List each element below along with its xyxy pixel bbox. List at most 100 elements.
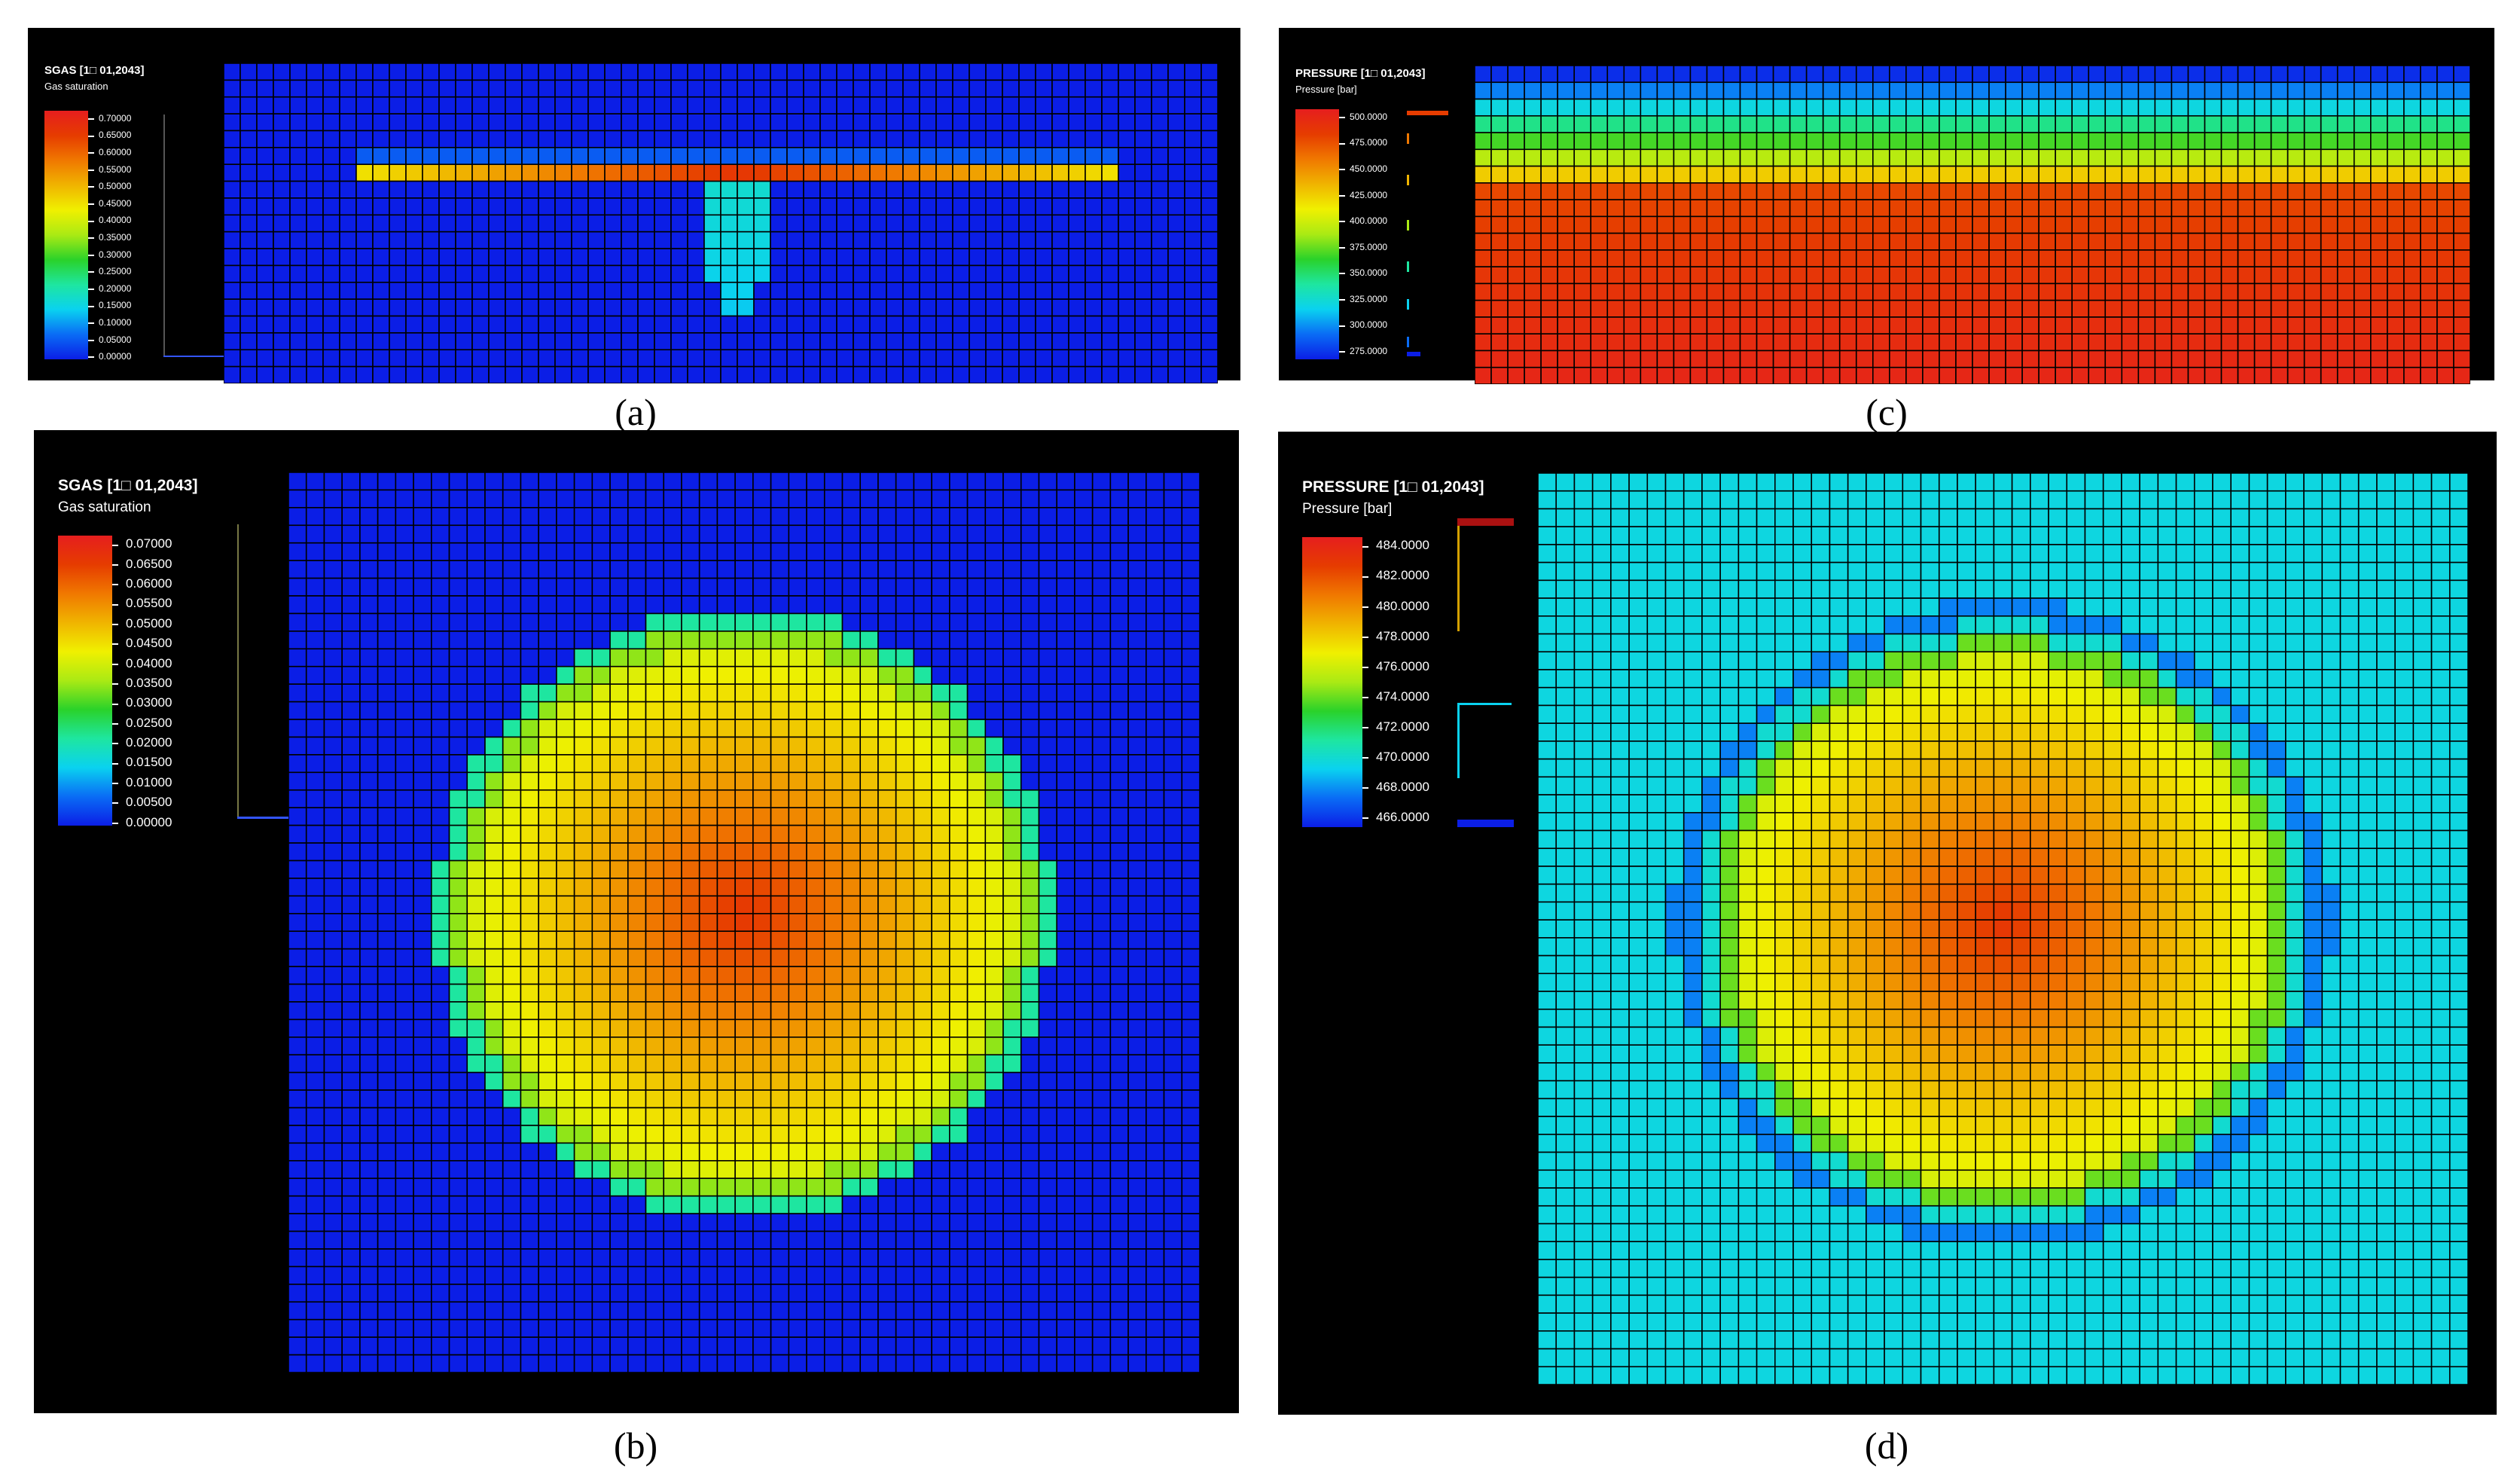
grid-cell [1640,350,1658,368]
grid-cell [984,1142,1004,1162]
grid-cell [1035,332,1053,351]
grid-cell [1972,299,1990,318]
grid-cell [538,1036,557,1056]
grid-cell [273,63,291,81]
grid-cell [323,912,343,933]
panel-a-grid-map [224,63,1218,383]
grid-cell [1074,719,1094,738]
grid-cell [455,96,473,115]
grid-cell [2220,232,2239,251]
grid-cell [2021,215,2039,234]
grid-cell [913,771,932,791]
grid-cell [720,332,738,351]
grid-cell [2204,215,2223,234]
grid-cell [1056,560,1075,579]
grid-cell [438,79,456,98]
grid-cell [1038,1195,1057,1214]
grid-cell [1889,282,1907,301]
grid-cell [770,1125,790,1144]
grid-cell [823,1266,844,1285]
grid-cell [448,1248,468,1268]
grid-cell [2220,249,2239,267]
grid-cell [877,1125,897,1144]
grid-cell [1822,333,1841,352]
histogram-bar [1407,133,1409,144]
grid-cell [2220,215,2239,234]
grid-cell [1038,860,1057,879]
grid-cell [377,1071,397,1091]
grid-cell [466,1054,486,1073]
grid-cell [1051,180,1069,199]
grid-cell [895,1054,915,1073]
grid-cell [1201,163,1218,182]
grid-cell [654,197,672,216]
grid-cell [413,1001,432,1021]
colorbar-tick-mark [88,271,94,273]
grid-cell [734,912,754,933]
grid-cell [770,349,788,368]
grid-cell [438,96,456,115]
grid-cell [1091,1089,1112,1109]
colorbar-tick-label: 0.01000 [126,774,172,789]
grid-cell [1163,754,1183,774]
grid-cell [853,365,871,383]
grid-cell [637,332,655,351]
grid-cell [289,130,307,148]
grid-cell [1151,130,1169,148]
grid-cell [836,365,854,383]
grid-cell [1074,1071,1094,1091]
grid-cell [359,1248,379,1268]
grid-cell [2237,148,2256,167]
grid-cell [502,665,522,685]
grid-cell [1109,736,1129,756]
grid-cell [591,577,611,597]
grid-cell [2270,232,2289,251]
grid-cell [306,365,324,383]
grid-cell [895,930,915,950]
grid-cell [2055,132,2073,151]
grid-cell [1855,115,1874,133]
grid-cell [2353,366,2372,384]
grid-cell [1151,197,1169,216]
grid-cell [288,1177,307,1197]
grid-cell [502,1001,522,1021]
grid-cell [1127,1248,1147,1268]
grid-cell [627,1036,647,1056]
grid-cell [413,1071,432,1091]
grid-cell [663,948,682,967]
grid-cell [1640,81,1658,100]
grid-cell [819,180,837,199]
grid-cell [1127,524,1147,544]
grid-cell [2287,333,2305,352]
grid-cell [2436,182,2454,200]
grid-cell [1151,365,1169,383]
grid-cell [2137,132,2156,151]
grid-cell [1673,282,1692,301]
grid-cell [1689,333,1708,352]
grid-cell [2420,81,2438,100]
grid-cell [2220,81,2239,100]
grid-cell [670,130,688,148]
grid-cell [2021,98,2039,117]
grid-cell [1772,215,1791,234]
grid-cell [405,147,423,166]
grid-cell [1020,1018,1040,1038]
grid-cell [1020,1284,1040,1303]
grid-cell [521,214,539,233]
grid-cell [538,130,556,148]
grid-cell [2270,182,2289,200]
grid-cell [1167,332,1185,351]
grid-cell [2055,98,2073,117]
grid-cell [1163,1336,1183,1356]
grid-cell [985,298,1003,317]
grid-cell [1109,631,1129,650]
grid-cell [687,248,705,267]
grid-cell [716,612,736,632]
grid-cell [1101,214,1119,233]
grid-cell [422,315,440,334]
grid-cell [538,315,556,334]
grid-cell [2104,148,2123,167]
grid-cell [841,1266,862,1285]
grid-cell [806,1001,825,1021]
grid-cell [431,1142,450,1162]
